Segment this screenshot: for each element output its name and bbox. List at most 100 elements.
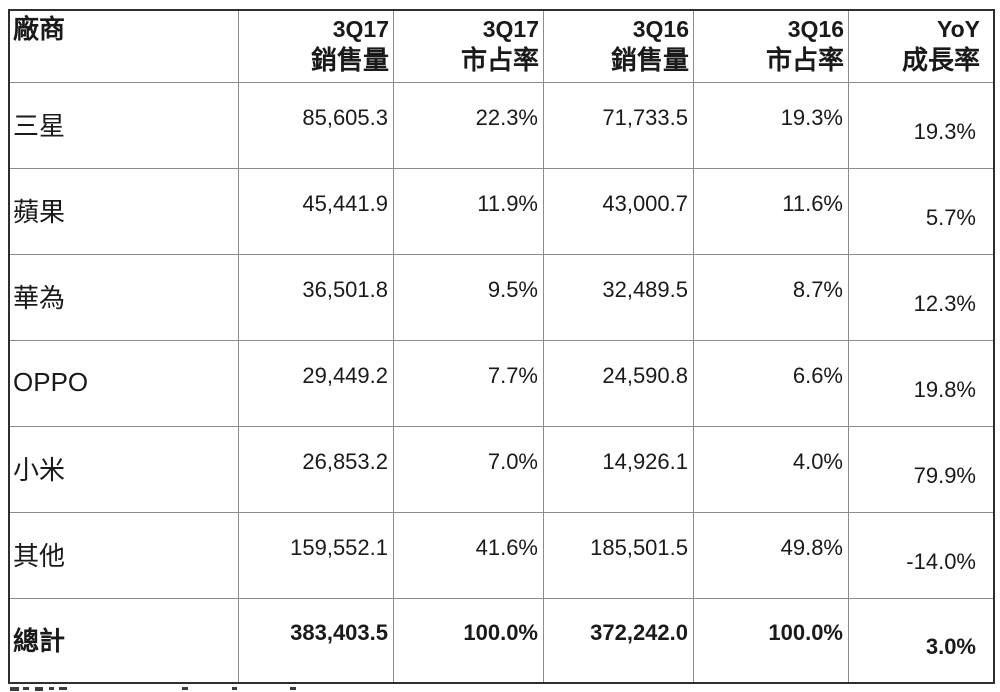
header-3q17-units: 3Q17 銷售量 <box>239 11 394 83</box>
footnote-fragment <box>182 687 188 690</box>
yoy-value: 19.3% <box>913 118 976 144</box>
vendor-text: 小米 <box>13 455 66 485</box>
vendor-text: 華為 <box>13 283 66 313</box>
yoy-cell: -14.0% <box>849 513 993 599</box>
yoy-cell: 19.8% <box>849 341 993 427</box>
vendor-market-share-table: 廠商 3Q17 銷售量 3Q17 市占率 3Q16 銷售量 3Q16 市占率 Y… <box>8 9 995 684</box>
q16-share-value: 6.6% <box>792 362 843 388</box>
vendor-text: OPPO <box>13 367 89 397</box>
q17-share-value: 22.3% <box>475 104 538 130</box>
q17-units-cell: 159,552.1 <box>239 513 394 599</box>
header-yoy-line1: YoY <box>936 16 980 42</box>
q17-share-value: 100.0% <box>463 619 538 645</box>
q17-share-cell: 7.7% <box>394 341 544 427</box>
table-row-samsung: 三星 85,605.3 22.3% 71,733.5 19.3% 19.3% <box>10 83 993 169</box>
q16-share-value: 4.0% <box>792 448 843 474</box>
vendor-label: 其他 <box>10 513 239 599</box>
q16-share-cell: 4.0% <box>694 427 849 513</box>
vendor-label: 華為 <box>10 255 239 341</box>
q17-units-cell: 26,853.2 <box>239 427 394 513</box>
q17-share-value: 9.5% <box>487 276 538 302</box>
q16-units-value: 32,489.5 <box>602 276 688 302</box>
q17-units-value: 45,441.9 <box>302 190 388 216</box>
footnote-fragment <box>59 687 67 690</box>
vendor-text: 蘋果 <box>13 197 66 227</box>
q16-units-cell: 24,590.8 <box>544 341 694 427</box>
vendor-label: 蘋果 <box>10 169 239 255</box>
q17-units-cell: 383,403.5 <box>239 599 394 682</box>
q16-units-cell: 372,242.0 <box>544 599 694 682</box>
q16-share-cell: 49.8% <box>694 513 849 599</box>
q17-share-value: 11.9% <box>477 190 538 216</box>
clipped-footnote-fragments <box>10 687 330 692</box>
footnote-fragment <box>23 687 29 690</box>
q17-units-value: 29,449.2 <box>302 362 388 388</box>
q17-units-value: 85,605.3 <box>302 104 388 130</box>
q16-units-cell: 185,501.5 <box>544 513 694 599</box>
header-3q17-units-line2: 銷售量 <box>310 45 389 75</box>
vendor-label: 小米 <box>10 427 239 513</box>
q17-share-cell: 7.0% <box>394 427 544 513</box>
header-3q17-share: 3Q17 市占率 <box>394 11 544 83</box>
q16-units-value: 71,733.5 <box>602 104 688 130</box>
yoy-cell: 12.3% <box>849 255 993 341</box>
footnote-fragment <box>35 687 43 691</box>
yoy-value: -14.0% <box>906 548 976 574</box>
q16-share-cell: 8.7% <box>694 255 849 341</box>
q16-units-value: 372,242.0 <box>590 619 688 645</box>
q17-units-cell: 29,449.2 <box>239 341 394 427</box>
q16-units-value: 14,926.1 <box>602 448 688 474</box>
q16-share-value: 49.8% <box>780 534 843 560</box>
q17-units-value: 159,552.1 <box>290 534 388 560</box>
q16-units-value: 43,000.7 <box>602 190 688 216</box>
header-3q16-share-line2: 市占率 <box>765 45 844 75</box>
vendor-label: OPPO <box>10 341 239 427</box>
q16-share-value: 100.0% <box>768 619 843 645</box>
header-3q16-units-line1: 3Q16 <box>632 16 689 42</box>
q16-units-cell: 71,733.5 <box>544 83 694 169</box>
q17-share-cell: 11.9% <box>394 169 544 255</box>
vendor-label: 總計 <box>10 599 239 682</box>
q17-units-cell: 45,441.9 <box>239 169 394 255</box>
header-3q17-share-line2: 市占率 <box>460 45 539 75</box>
q16-share-cell: 6.6% <box>694 341 849 427</box>
vendor-text: 三星 <box>13 111 66 141</box>
yoy-value: 3.0% <box>925 633 976 659</box>
vendor-text: 總計 <box>13 626 66 656</box>
header-3q16-share-line1: 3Q16 <box>787 16 844 42</box>
yoy-value: 5.7% <box>925 204 976 230</box>
header-yoy-growth: YoY 成長率 <box>849 11 993 83</box>
q16-units-value: 185,501.5 <box>590 534 688 560</box>
table-row-total: 總計 383,403.5 100.0% 372,242.0 100.0% 3.0… <box>10 599 993 682</box>
q17-units-value: 36,501.8 <box>302 276 388 302</box>
q17-share-value: 7.7% <box>487 362 538 388</box>
yoy-cell: 3.0% <box>849 599 993 682</box>
q16-units-cell: 14,926.1 <box>544 427 694 513</box>
yoy-value: 19.8% <box>913 376 976 402</box>
header-3q17-units-line1: 3Q17 <box>332 16 389 42</box>
q16-units-cell: 43,000.7 <box>544 169 694 255</box>
table-header-row: 廠商 3Q17 銷售量 3Q17 市占率 3Q16 銷售量 3Q16 市占率 Y… <box>10 11 993 83</box>
header-yoy-line2: 成長率 <box>901 45 980 75</box>
q17-share-cell: 22.3% <box>394 83 544 169</box>
yoy-cell: 19.3% <box>849 83 993 169</box>
table-row-oppo: OPPO 29,449.2 7.7% 24,590.8 6.6% 19.8% <box>10 341 993 427</box>
q17-share-value: 7.0% <box>487 448 538 474</box>
q17-share-value: 41.6% <box>475 534 538 560</box>
q16-share-value: 19.3% <box>780 104 843 130</box>
q16-share-cell: 19.3% <box>694 83 849 169</box>
table-row-xiaomi: 小米 26,853.2 7.0% 14,926.1 4.0% 79.9% <box>10 427 993 513</box>
q16-units-cell: 32,489.5 <box>544 255 694 341</box>
yoy-cell: 5.7% <box>849 169 993 255</box>
q16-share-value: 11.6% <box>782 190 843 216</box>
q17-units-value: 26,853.2 <box>302 448 388 474</box>
q17-share-cell: 100.0% <box>394 599 544 682</box>
q17-share-cell: 41.6% <box>394 513 544 599</box>
footnote-fragment <box>10 687 19 691</box>
footnote-fragment <box>232 687 237 690</box>
q16-units-value: 24,590.8 <box>602 362 688 388</box>
q17-share-cell: 9.5% <box>394 255 544 341</box>
q16-share-cell: 11.6% <box>694 169 849 255</box>
q17-units-cell: 36,501.8 <box>239 255 394 341</box>
vendor-label: 三星 <box>10 83 239 169</box>
